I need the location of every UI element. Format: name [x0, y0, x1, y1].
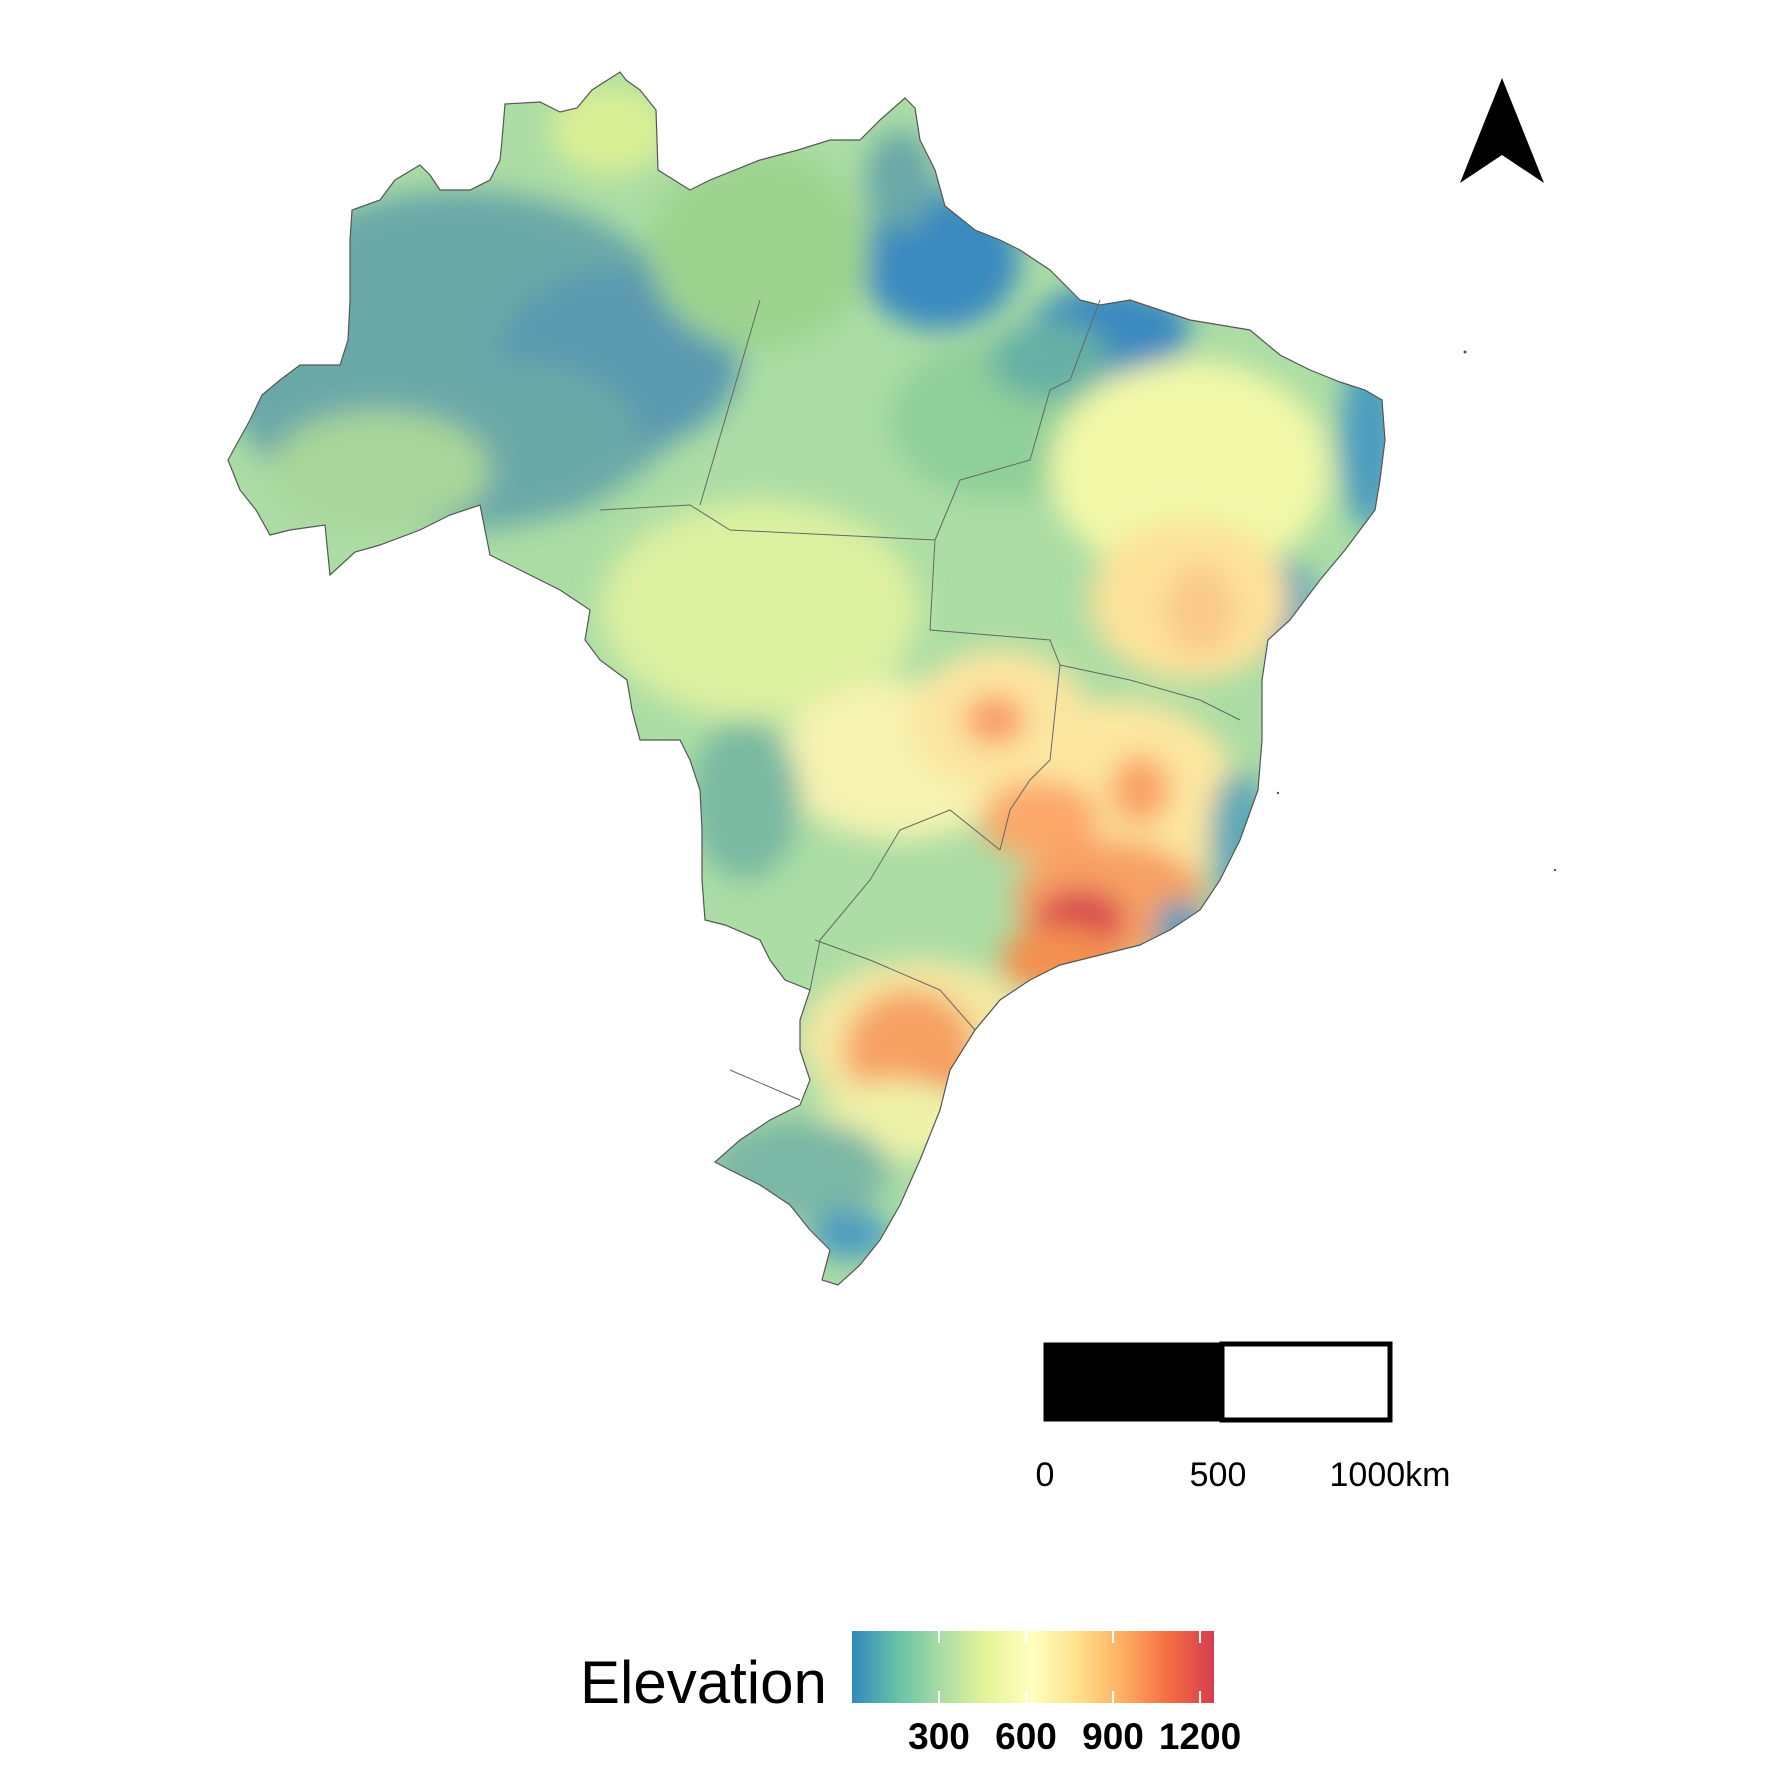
legend-color-bar [852, 1631, 1214, 1703]
island-marker [1276, 791, 1280, 795]
scale-label-0: 0 [1035, 1456, 1055, 1494]
north-arrow-icon [1460, 78, 1544, 183]
island-marker [1553, 868, 1557, 872]
legend-tick-1200: 1200 [1158, 1716, 1242, 1757]
legend-ticks [938, 1631, 1201, 1703]
state-boundaries [599, 299, 1241, 1101]
scale-bar-segment-empty [1219, 1341, 1393, 1423]
scale-label-500: 500 [1189, 1456, 1247, 1494]
legend-title: Elevation [580, 1649, 827, 1716]
legend-tick-600: 600 [995, 1716, 1057, 1757]
scale-bar-segment-filled [1043, 1342, 1224, 1422]
legend-tick-300: 300 [908, 1716, 970, 1757]
scale-bar [1043, 1341, 1393, 1423]
scale-label-1000km: 1000km [1329, 1456, 1451, 1494]
country-outline [227, 71, 1386, 1286]
island-marker [1463, 350, 1467, 354]
legend-tick-900: 900 [1082, 1716, 1144, 1757]
